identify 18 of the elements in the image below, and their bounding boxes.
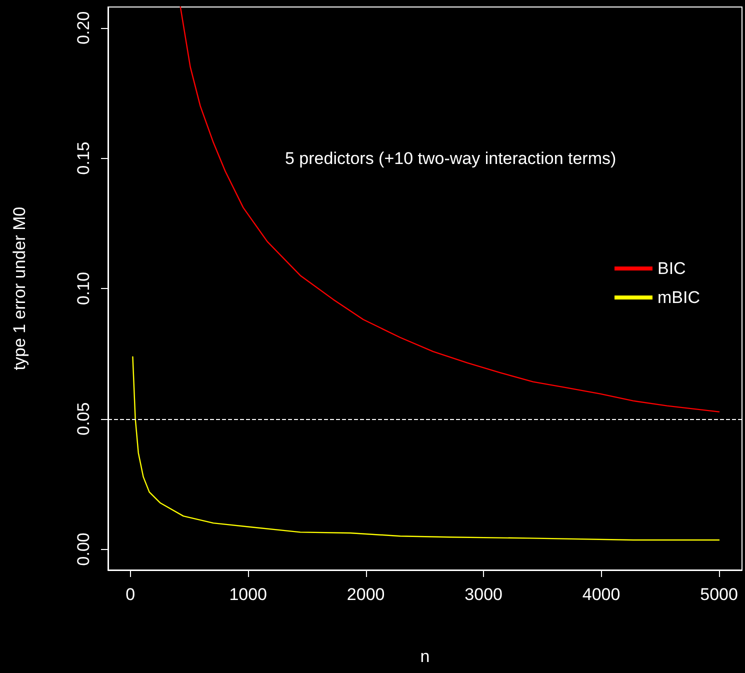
x-tick-label: 4000 xyxy=(582,585,620,604)
x-axis-title: n xyxy=(420,647,430,666)
line-series xyxy=(180,6,720,412)
y-tick-label: 0.10 xyxy=(74,272,93,306)
x-tick-label: 0 xyxy=(126,585,136,604)
y-tick-label: 0.15 xyxy=(74,142,93,175)
y-axis-title: type 1 error under M0 xyxy=(10,206,29,370)
x-tick-label: 2000 xyxy=(346,585,385,604)
line-series xyxy=(132,356,720,541)
y-tick-label: 0.05 xyxy=(74,402,93,436)
y-tick-label: 0.20 xyxy=(74,11,93,44)
legend-label: mBIC xyxy=(658,288,700,307)
annotation: 5 predictors (+10 two-way interaction terms) xyxy=(285,149,616,168)
y-tick-label: 0.00 xyxy=(74,532,93,566)
x-tick-label: 1000 xyxy=(229,585,268,604)
x-tick-label: 5000 xyxy=(700,585,738,604)
x-tick-label: 3000 xyxy=(464,585,502,604)
legend-label: BIC xyxy=(658,259,686,278)
